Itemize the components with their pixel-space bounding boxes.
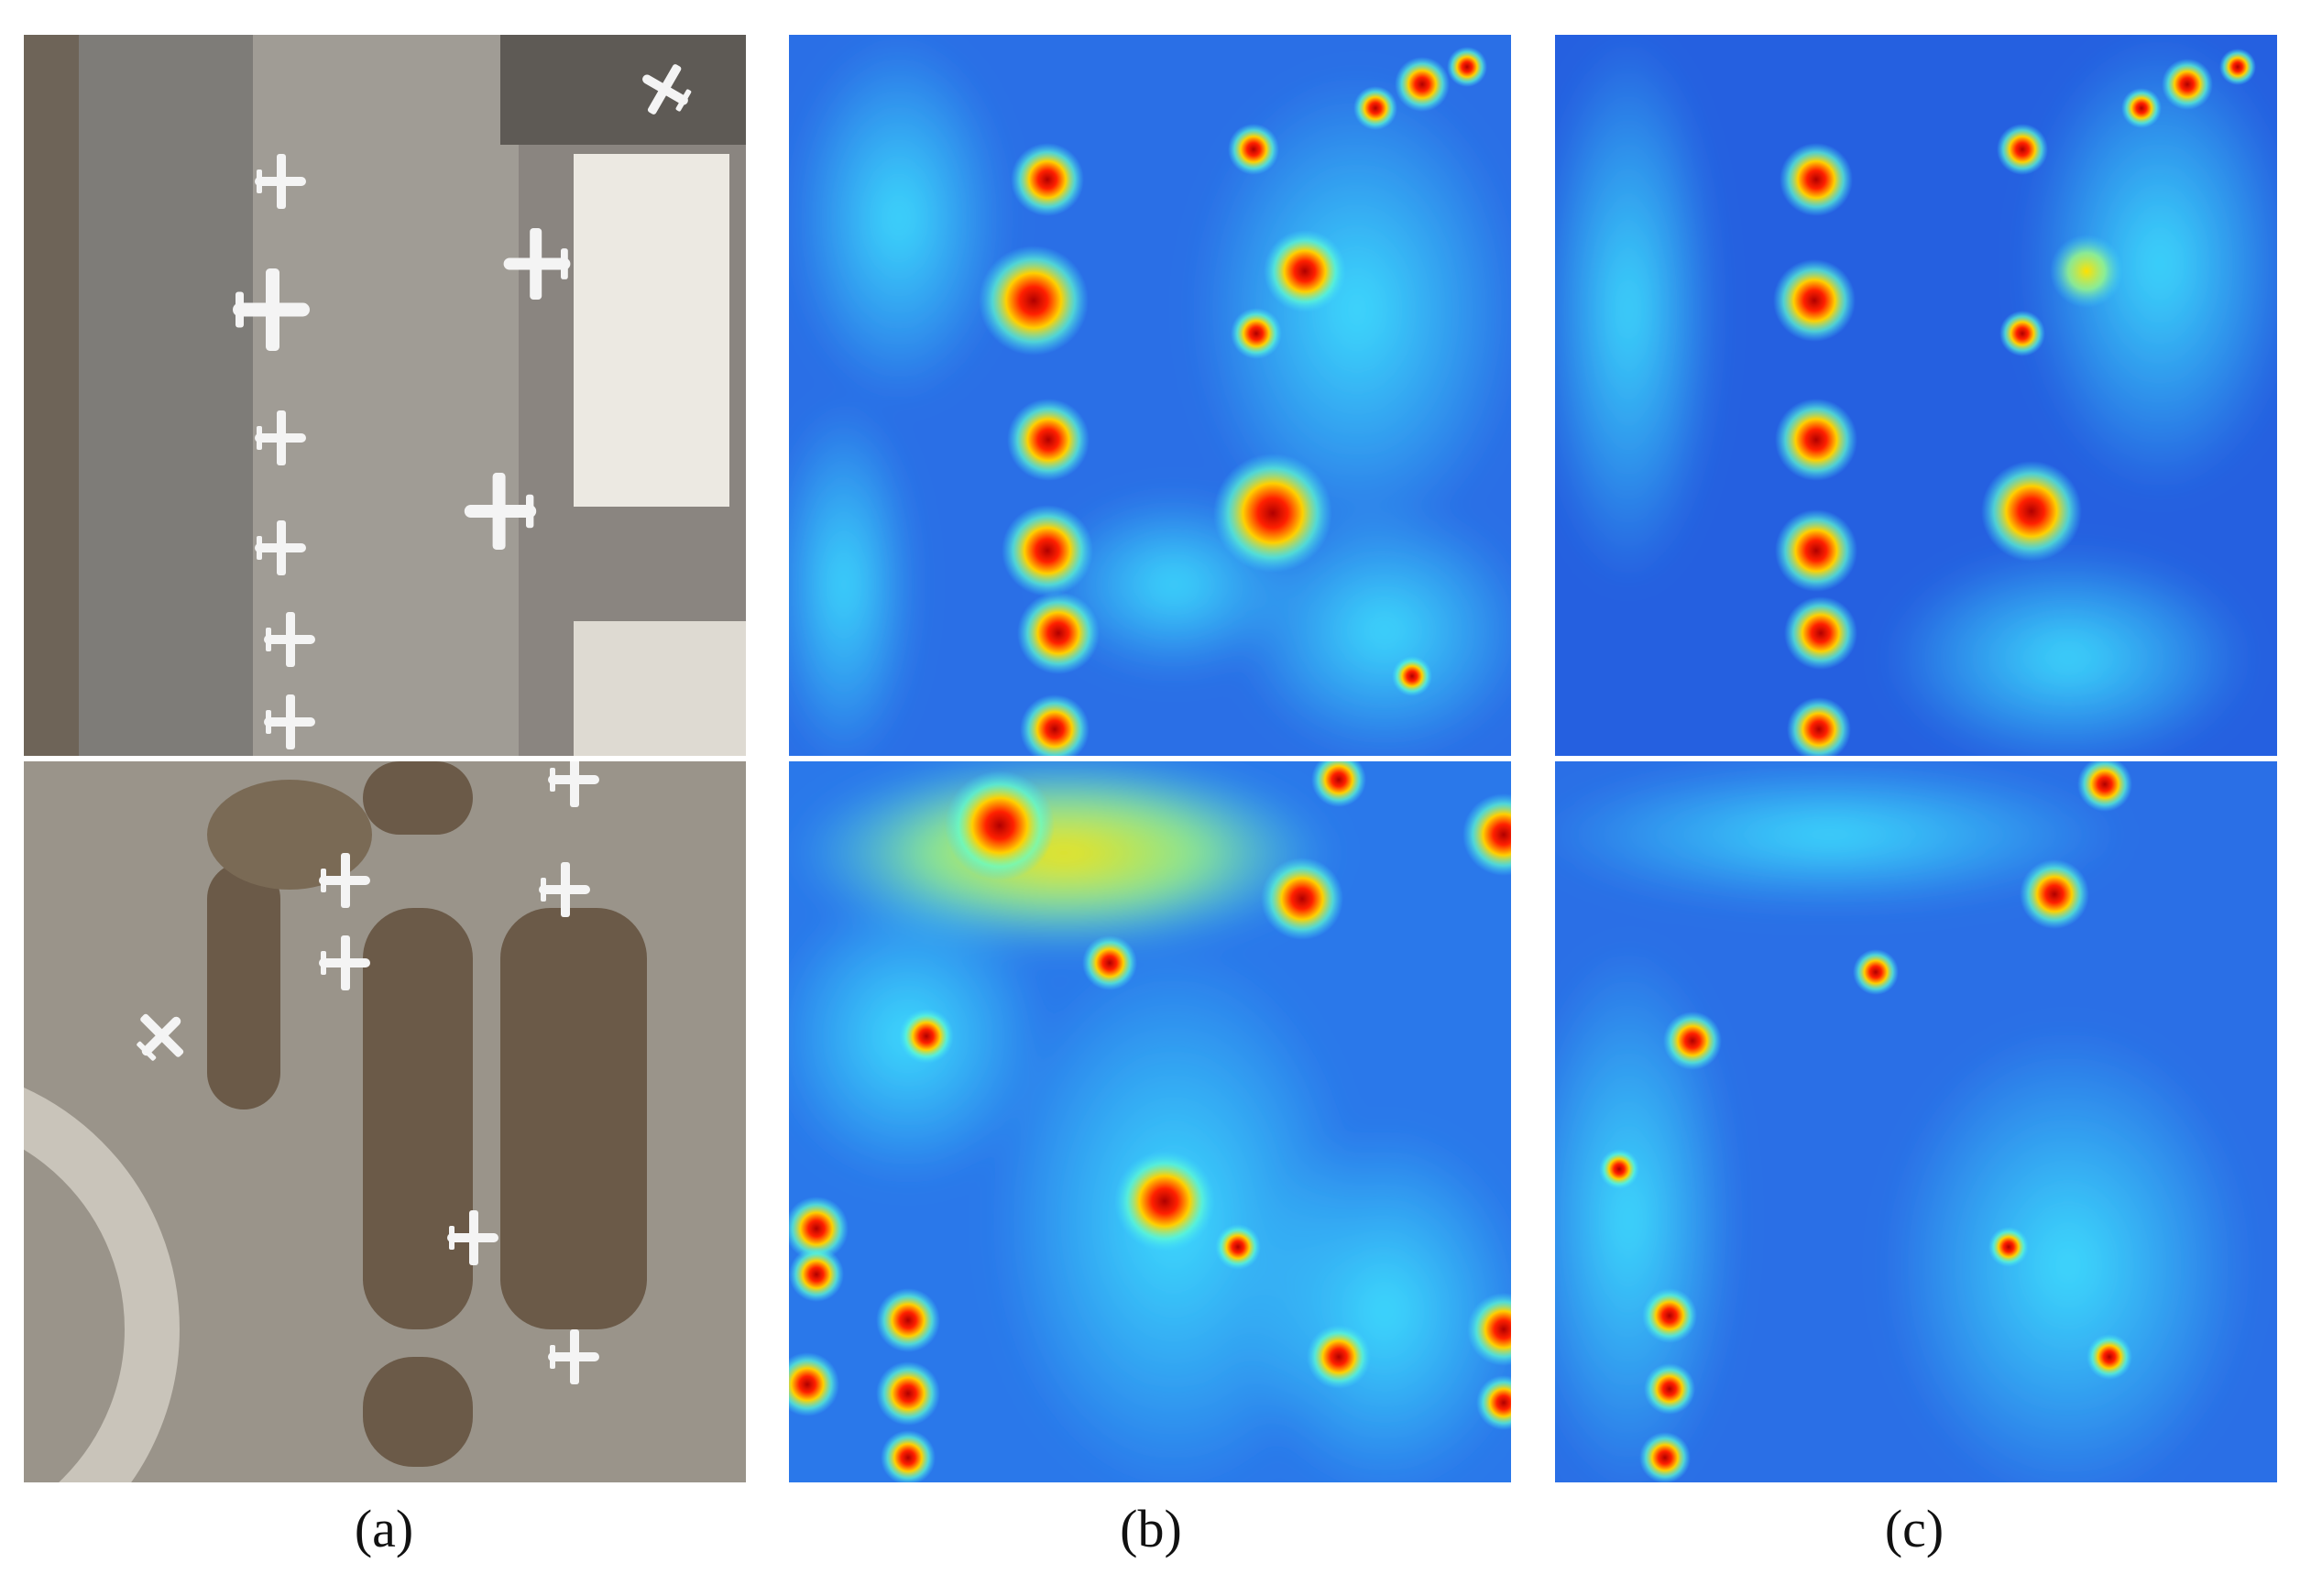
- aerial-image-bottom: [24, 761, 746, 1482]
- caption: (c): [1885, 1499, 1944, 1558]
- heatmap-c-top: [1555, 35, 2277, 756]
- caption: (a): [355, 1499, 413, 1558]
- caption: (b): [1120, 1499, 1182, 1558]
- heatmap-b-top: [789, 35, 1511, 756]
- aerial-image-top: [24, 35, 746, 756]
- heatmap-c-bottom: [1555, 761, 2277, 1482]
- heatmap-b-bottom: [789, 761, 1511, 1482]
